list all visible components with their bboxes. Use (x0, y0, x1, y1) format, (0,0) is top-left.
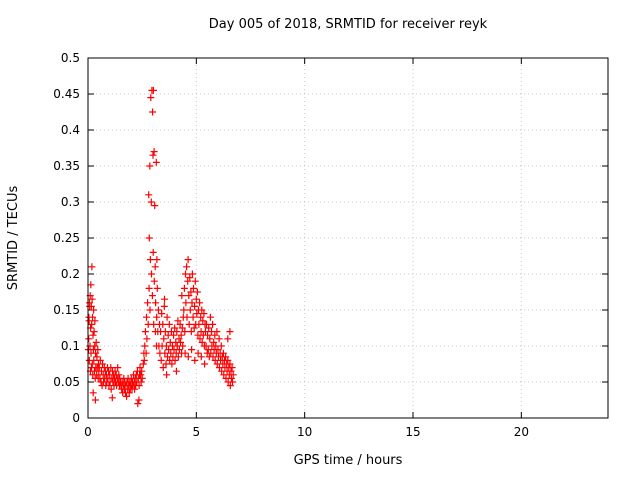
svg-text:0.35: 0.35 (53, 159, 80, 173)
svg-text:0.25: 0.25 (53, 231, 80, 245)
svg-text:0.3: 0.3 (61, 195, 80, 209)
svg-text:0.05: 0.05 (53, 375, 80, 389)
svg-text:0.2: 0.2 (61, 267, 80, 281)
data-points-path (84, 86, 237, 408)
svg-text:0: 0 (72, 411, 80, 425)
plot-border (87, 57, 609, 419)
svg-text:15: 15 (405, 425, 420, 439)
svg-text:0.4: 0.4 (61, 123, 80, 137)
svg-text:0: 0 (84, 425, 92, 439)
data-points (84, 86, 237, 408)
chart-title: Day 005 of 2018, SRMTID for receiver rey… (209, 17, 488, 32)
tick-labels: 0 5 10 15 20 0 0.05 0.1 0.15 0.2 0.25 0.3 0.35 0.4 0.4… (53, 51, 529, 439)
svg-text:0.45: 0.45 (53, 87, 80, 101)
svg-text:0.5: 0.5 (61, 51, 80, 65)
svg-text:5: 5 (193, 425, 201, 439)
y-axis-label: SRMTID / TECUs (6, 186, 21, 291)
svg-text:0.1: 0.1 (61, 339, 80, 353)
x-axis-label: GPS time / hours (294, 453, 403, 468)
svg-text:0.15: 0.15 (53, 303, 80, 317)
svg-text:20: 20 (514, 425, 529, 439)
svg-text:10: 10 (297, 425, 312, 439)
